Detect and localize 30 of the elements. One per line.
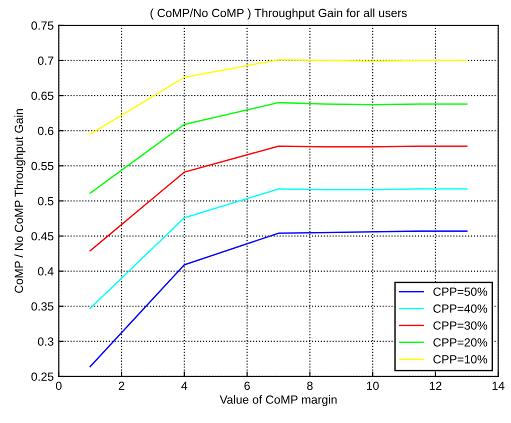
x-tick-label: 14 <box>492 382 504 390</box>
x-tick-label: 0 <box>56 382 62 390</box>
x-tick-label: 10 <box>367 382 379 390</box>
y-tick-label: 0.45 <box>31 232 54 240</box>
legend-label: CPP=50% <box>433 288 488 296</box>
y-tick-label: 0.5 <box>38 196 54 206</box>
y-tick-label: 0.3 <box>38 337 54 346</box>
legend-label: CPP=40% <box>433 304 488 313</box>
y-tick-label: 0.75 <box>31 21 54 30</box>
x-tick-label: 2 <box>118 382 124 390</box>
x-tick-label: 12 <box>430 382 442 390</box>
line-series <box>89 145 468 252</box>
y-tick-label: 0.55 <box>31 162 54 170</box>
line-series <box>89 59 468 135</box>
legend-label: CPP=30% <box>433 321 488 330</box>
legend-label: CPP=10% <box>433 355 488 364</box>
y-tick-label: 0.35 <box>31 302 54 311</box>
x-tick-label: 4 <box>181 382 188 390</box>
y-tick-label: 0.7 <box>38 56 54 65</box>
y-tick-label: 0.65 <box>31 92 54 100</box>
line-series <box>89 102 468 194</box>
chart-title: ( CoMP/No CoMP ) Throughput Gain for all users <box>150 8 407 20</box>
y-axis-title: CoMP / No CoMP Throughput Gain <box>14 109 26 293</box>
legend-label: CPP=20% <box>433 338 488 347</box>
y-tick-label: 0.4 <box>38 267 54 276</box>
y-tick-label: 0.25 <box>31 372 54 381</box>
x-tick-label: 8 <box>307 382 313 390</box>
y-tick-label: 0.6 <box>38 126 54 136</box>
x-tick-label: 6 <box>244 382 250 390</box>
x-axis-title: Value of CoMP margin <box>220 395 337 406</box>
